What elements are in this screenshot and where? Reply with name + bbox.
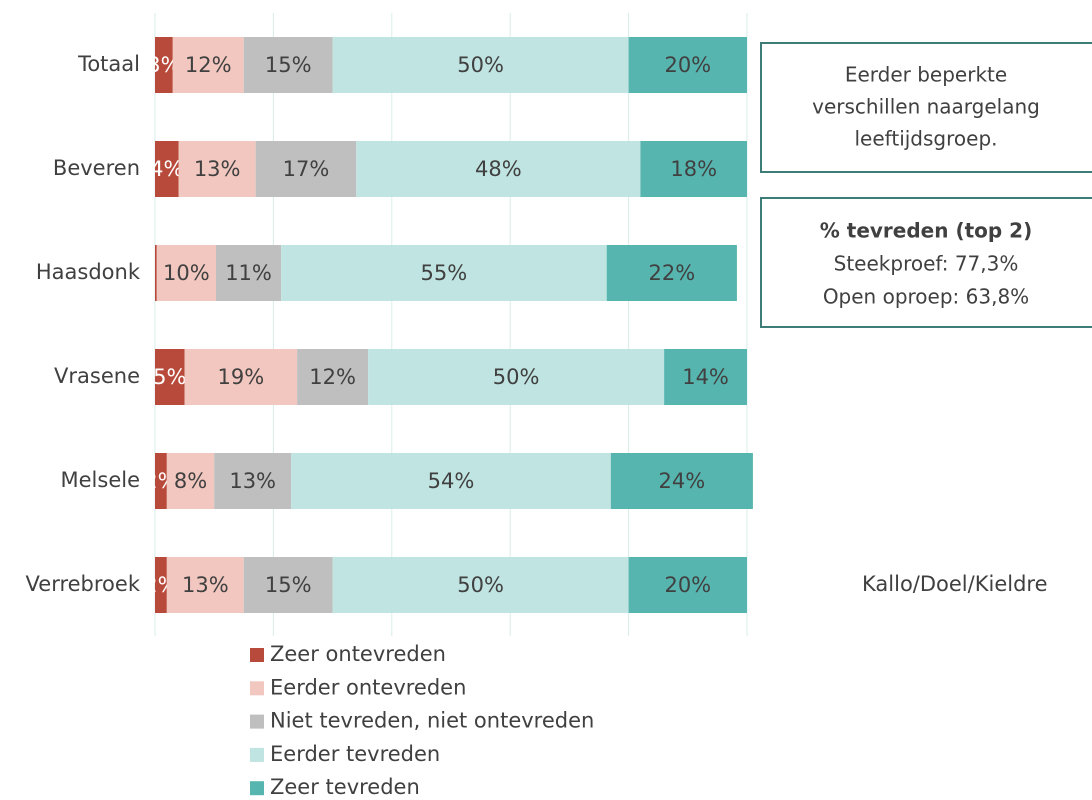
bar-segment	[155, 141, 179, 197]
data-label: 18%	[670, 157, 717, 181]
note-box	[760, 42, 1092, 173]
bar-segment	[172, 37, 244, 93]
legend-label: Zeer tevreden	[270, 775, 420, 799]
note-text: Eerder beperkte	[845, 63, 1007, 87]
data-label: 5%	[153, 365, 186, 389]
data-label: 20%	[664, 53, 711, 77]
data-label: 15%	[265, 53, 312, 77]
data-label: 24%	[659, 469, 706, 493]
category-label: Haasdonk	[36, 260, 141, 284]
data-label: 14%	[682, 365, 729, 389]
data-label: 19%	[217, 365, 264, 389]
data-label: 8%	[174, 469, 207, 493]
bar-segment	[610, 453, 753, 509]
data-label: 50%	[457, 53, 504, 77]
bar-segment	[291, 453, 611, 509]
bar-segment	[184, 349, 298, 405]
bar-segment	[628, 37, 747, 93]
data-label: 20%	[664, 573, 711, 597]
bar-segment	[166, 557, 244, 613]
cropped-label: Kallo/Doel/Kieldre	[862, 572, 1048, 596]
category-label: Totaal	[77, 52, 140, 76]
legend-label: Eerder ontevreden	[270, 675, 466, 699]
bar-segment	[368, 349, 665, 405]
category-label: Verrebroek	[26, 572, 141, 596]
data-label: 10%	[163, 261, 210, 285]
bar-segment	[156, 245, 216, 301]
legend-label: Zeer ontevreden	[270, 642, 446, 666]
note-text: verschillen naargelang	[812, 95, 1040, 119]
data-label: 17%	[283, 157, 330, 181]
summary-title: % tevreden (top 2)	[820, 219, 1032, 243]
bar-segment	[155, 37, 173, 93]
data-label: 4%	[150, 157, 183, 181]
data-label: 50%	[457, 573, 504, 597]
legend-swatch	[250, 681, 264, 696]
bar-segment	[155, 453, 167, 509]
data-label: 15%	[265, 573, 312, 597]
bar-segment	[178, 141, 256, 197]
data-label: 54%	[428, 469, 475, 493]
summary-text: Steekproef: 77,3%	[834, 252, 1019, 276]
legend-swatch	[250, 781, 264, 796]
bar-segment	[281, 245, 607, 301]
bar-segment	[640, 141, 747, 197]
bar-segment	[332, 37, 629, 93]
summary-box	[760, 197, 1092, 328]
data-label: 13%	[229, 469, 276, 493]
data-label: 13%	[182, 573, 229, 597]
data-label: 12%	[185, 53, 232, 77]
bar-segment	[214, 453, 292, 509]
bar-segment	[215, 245, 282, 301]
category-label: Beveren	[53, 156, 140, 180]
legend-swatch	[250, 648, 264, 662]
legend-swatch	[250, 714, 264, 729]
bar-segment	[155, 349, 185, 405]
bar-segment	[255, 141, 357, 197]
legend-swatch	[250, 747, 264, 762]
data-label: 11%	[225, 261, 272, 285]
data-label: 48%	[475, 157, 522, 181]
bar-segment	[356, 141, 641, 197]
bar-segment	[297, 349, 369, 405]
bar-segment	[628, 557, 747, 613]
category-label: Vrasene	[54, 364, 140, 388]
bar-segment	[155, 557, 167, 613]
data-label: 55%	[421, 261, 468, 285]
bar-segment	[155, 245, 157, 301]
category-label: Melsele	[61, 468, 141, 492]
bar-segment	[332, 557, 629, 613]
note-text: leeftijdsgroep.	[855, 127, 998, 151]
bar-segment	[243, 557, 333, 613]
bar-segment	[664, 349, 747, 405]
bar-segment	[166, 453, 215, 509]
data-label: 13%	[194, 157, 241, 181]
legend-label: Eerder tevreden	[270, 742, 440, 766]
data-label: 12%	[309, 365, 356, 389]
data-label: 50%	[493, 365, 540, 389]
bar-segment	[606, 245, 737, 301]
bar-segment	[243, 37, 333, 93]
legend-label: Niet tevreden, niet ontevreden	[270, 709, 594, 733]
summary-text: Open oproep: 63,8%	[823, 285, 1029, 309]
data-label: 22%	[648, 261, 695, 285]
